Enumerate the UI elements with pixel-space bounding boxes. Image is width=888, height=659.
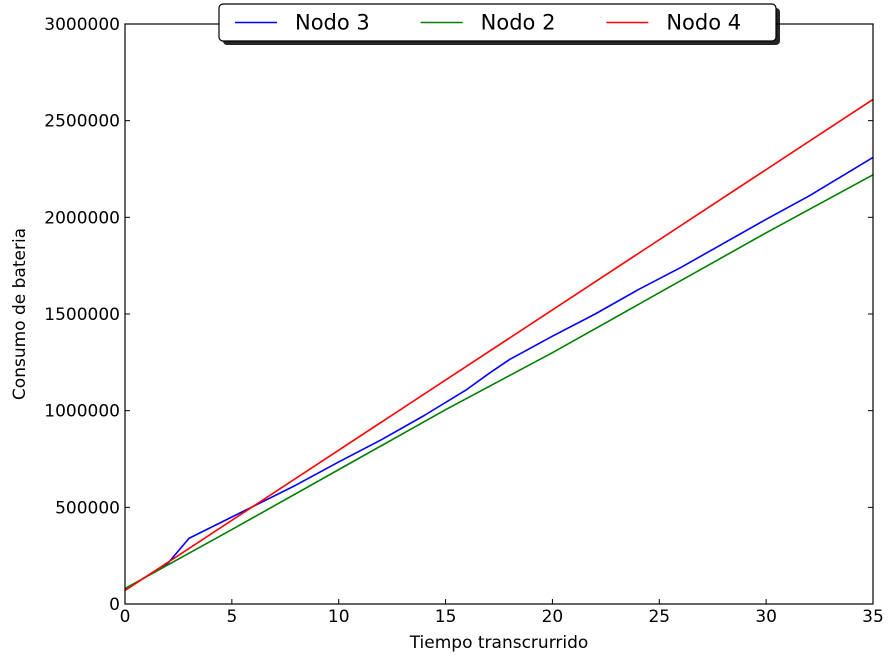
y-tick-label: 3000000 [44, 15, 120, 35]
x-tick-label: 0 [120, 607, 131, 627]
x-tick-label: 5 [226, 607, 237, 627]
x-tick-label: 25 [648, 607, 670, 627]
series-line-nodo-4 [124, 98, 874, 592]
y-tick-label: 2000000 [44, 208, 120, 228]
legend-label: Nodo 3 [295, 11, 370, 35]
x-tick-label: 30 [755, 607, 777, 627]
x-tick-label: 10 [328, 607, 350, 627]
series-layer [124, 98, 874, 592]
legend-label: Nodo 2 [481, 11, 556, 35]
x-axis-label: Tiempo transcrurrido [409, 633, 589, 653]
x-tick-label: 15 [435, 607, 457, 627]
y-tick-label: 2500000 [44, 112, 120, 132]
y-tick-label: 1000000 [44, 402, 120, 422]
legend-label: Nodo 4 [666, 11, 741, 35]
y-tick-label: 0 [109, 595, 120, 615]
series-line-nodo-3 [124, 156, 874, 591]
y-tick-label: 1500000 [44, 305, 120, 325]
legend: Nodo 3 Nodo 2 Nodo 4 [218, 3, 780, 45]
x-tick-label: 20 [542, 607, 564, 627]
x-tick-label: 35 [862, 607, 884, 627]
ticks-layer: 0 5 10 15 20 25 30 35 0 500000 1000000 1500000 20000… [44, 15, 884, 627]
y-tick-label: 500000 [55, 498, 120, 518]
legend-box [218, 3, 777, 42]
series-line-nodo-2 [124, 174, 874, 590]
y-axis-label: Consumo de bateria [10, 228, 30, 400]
